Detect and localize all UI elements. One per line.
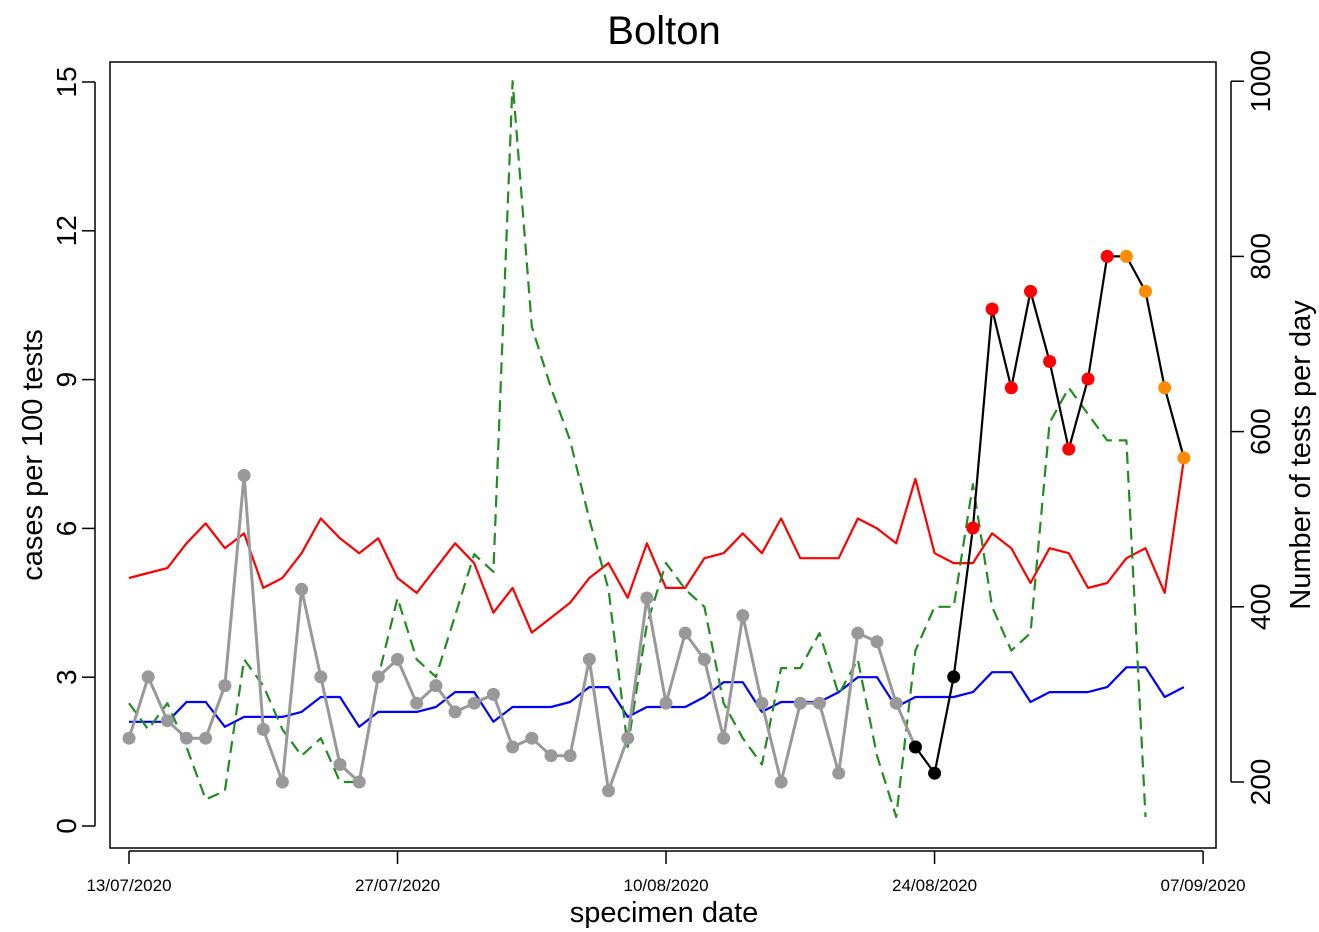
series-layer: [127, 80, 1185, 819]
x-axis-label: specimen date: [570, 897, 759, 929]
series-point-5: [985, 302, 999, 316]
series-point-3: [678, 626, 692, 640]
series-point-3: [275, 775, 289, 789]
series-point-3: [525, 731, 539, 745]
series-point-3: [448, 705, 462, 719]
series-line-3: [127, 473, 917, 793]
marker-layer: [122, 249, 1191, 798]
y2-tick-label: 800: [1245, 233, 1276, 280]
series-point-4: [947, 670, 961, 684]
y2-tick-label: 400: [1245, 583, 1276, 630]
plot-frame: [109, 61, 1217, 849]
x-axis: 13/07/2020 27/07/2020 10/08/2020 24/08/2020…: [86, 850, 1246, 895]
series-point-3: [506, 740, 520, 754]
x-tick-label: 10/08/2020: [623, 876, 708, 895]
series-point-6: [1158, 381, 1172, 395]
series-point-4: [928, 766, 942, 780]
series-point-5: [1043, 355, 1057, 368]
series-point-3: [314, 670, 328, 684]
series-point-3: [237, 468, 251, 482]
series-point-3: [410, 696, 424, 710]
series-point-3: [256, 722, 270, 736]
series-point-5: [1081, 372, 1095, 386]
y-tick-label: 9: [51, 372, 82, 388]
series-point-3: [793, 696, 807, 710]
series-point-3: [199, 731, 213, 745]
series-point-3: [218, 679, 232, 693]
x-tick-label: 07/09/2020: [1161, 876, 1246, 895]
series-point-3: [141, 670, 155, 684]
series-point-3: [391, 652, 404, 666]
series-point-3: [333, 758, 347, 771]
series-line-2: [128, 80, 1147, 819]
x-tick-label: 24/08/2020: [892, 876, 977, 895]
series-point-3: [755, 696, 769, 710]
series-point-3: [621, 731, 635, 745]
series-point-3: [180, 731, 193, 745]
y2-axis-label: Number of tests per day: [1285, 300, 1317, 610]
series-point-3: [889, 696, 903, 710]
left-y-axis: 0 3 6 9 12 15: [51, 66, 96, 834]
series-line-1: [129, 666, 1185, 728]
series-point-3: [697, 652, 711, 666]
y2-tick-label: 200: [1245, 759, 1276, 806]
series-point-5: [966, 521, 980, 535]
series-point-3: [563, 749, 577, 763]
y-tick-label: 12: [51, 215, 82, 246]
series-point-3: [544, 749, 558, 763]
series-point-6: [1119, 249, 1133, 263]
series-point-3: [582, 652, 596, 666]
series-point-3: [486, 687, 500, 701]
series-point-5: [1024, 284, 1037, 298]
series-point-3: [659, 696, 673, 710]
series-point-3: [736, 609, 750, 623]
series-point-3: [640, 591, 654, 605]
series-point-6: [1139, 284, 1152, 298]
series-point-3: [160, 714, 174, 728]
series-point-3: [602, 784, 615, 798]
series-point-3: [717, 731, 731, 745]
y2-tick-label: 1000: [1245, 50, 1276, 112]
y-tick-label: 6: [51, 521, 82, 537]
x-tick-label: 27/07/2020: [355, 876, 440, 895]
series-point-3: [352, 775, 366, 789]
y-tick-label: 0: [51, 818, 82, 834]
series-line-0: [128, 458, 1185, 634]
series-point-3: [870, 635, 884, 649]
series-point-5: [1100, 249, 1114, 263]
series-point-3: [429, 679, 443, 693]
series-point-6: [1177, 451, 1191, 465]
series-point-5: [1004, 381, 1018, 395]
series-point-3: [371, 670, 385, 684]
series-point-3: [295, 582, 309, 596]
series-point-3: [813, 696, 826, 710]
series-point-4: [908, 740, 922, 754]
series-point-3: [467, 696, 481, 710]
y-axis-label: cases per 100 tests: [17, 329, 49, 580]
chart-title: Bolton: [607, 9, 720, 53]
series-point-3: [851, 626, 865, 640]
x-tick-label: 13/07/2020: [86, 876, 171, 895]
series-point-5: [1062, 442, 1076, 456]
series-point-3: [774, 775, 788, 789]
series-point-3: [122, 731, 136, 745]
y-tick-label: 15: [51, 66, 82, 97]
series-point-3: [832, 766, 846, 780]
y2-tick-label: 600: [1245, 408, 1276, 455]
y-tick-label: 3: [51, 669, 82, 685]
right-y-axis: 200 400 600 800 1000: [1230, 50, 1276, 806]
